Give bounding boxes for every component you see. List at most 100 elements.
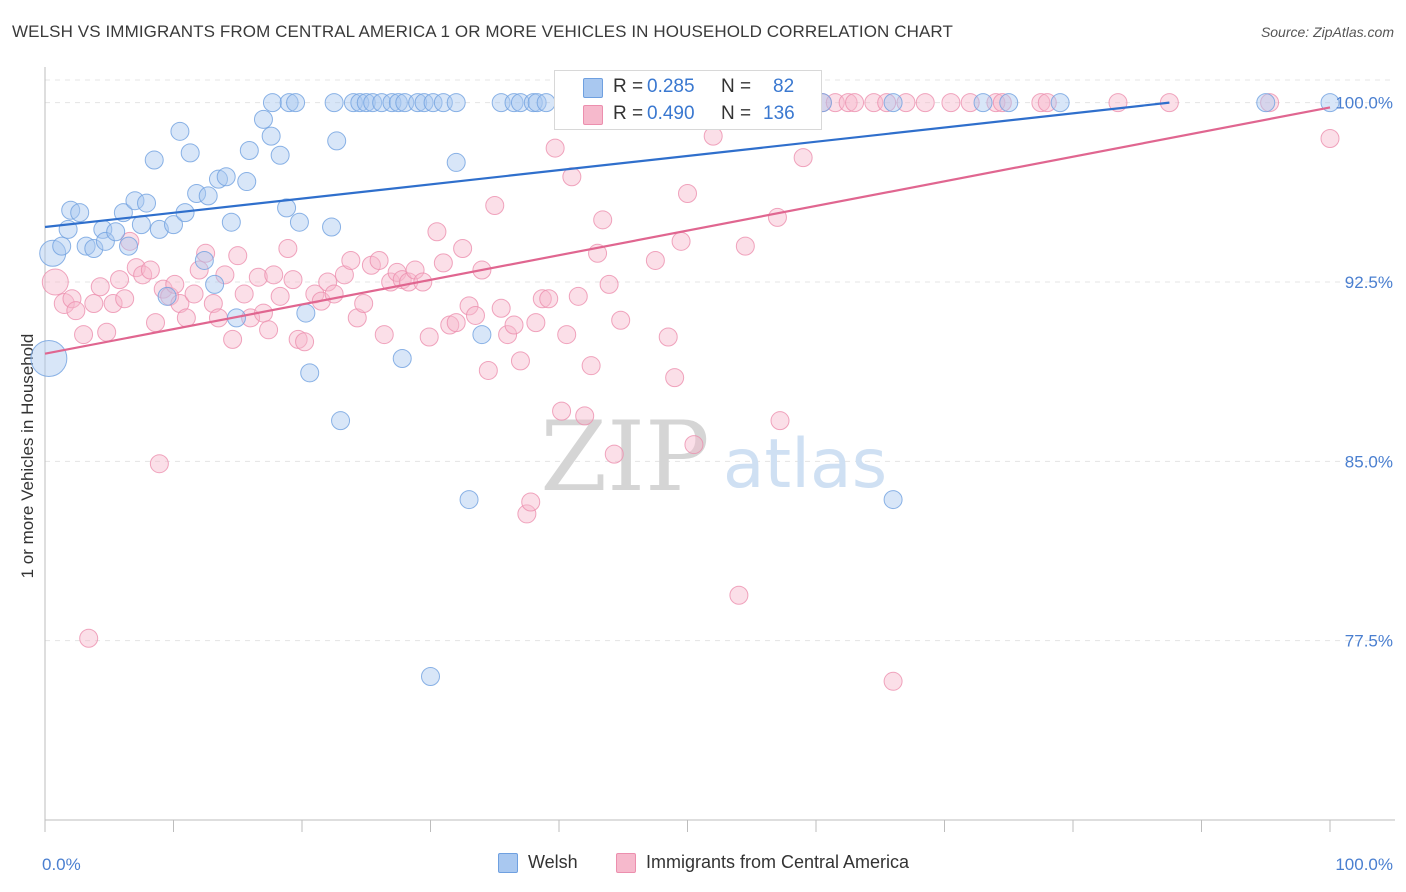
welsh-point — [106, 222, 126, 242]
y-tick-label: 85.0% — [1345, 452, 1393, 471]
immigrants-point — [684, 435, 704, 455]
welsh-point — [392, 349, 412, 369]
immigrants-point — [264, 265, 284, 285]
immigrants-point — [877, 93, 897, 113]
x-tick-label: 100.0% — [1335, 855, 1393, 874]
welsh-point — [253, 109, 273, 129]
welsh-point — [194, 250, 214, 270]
welsh-swatch — [498, 853, 518, 873]
immigrants-point — [539, 289, 559, 309]
welsh-point — [446, 152, 466, 172]
y-tick-label: 77.5% — [1345, 632, 1393, 651]
welsh-point — [372, 93, 392, 113]
immigrants-point — [485, 195, 505, 215]
immigrants-point — [374, 325, 394, 345]
immigrants-point — [498, 325, 518, 345]
welsh-point — [883, 93, 903, 113]
immigrants-point — [845, 93, 865, 113]
immigrants-point — [671, 231, 691, 251]
welsh-point — [137, 193, 157, 213]
welsh-point — [216, 167, 236, 187]
welsh-point — [459, 490, 479, 510]
welsh-point — [208, 169, 228, 189]
immigrants-point — [334, 265, 354, 285]
welsh-point — [388, 93, 408, 113]
immigrants-point — [770, 411, 790, 431]
immigrants-point — [604, 444, 624, 464]
welsh-point — [144, 150, 164, 170]
immigrants-point — [318, 272, 338, 292]
immigrants-point — [270, 286, 290, 306]
immigrants-point — [735, 236, 755, 256]
immigrants-point — [369, 250, 389, 270]
immigrants-point — [259, 320, 279, 340]
immigrants-point — [97, 322, 117, 342]
immigrants-point — [478, 360, 498, 380]
immigrants-point — [228, 246, 248, 266]
immigrants-point — [838, 93, 858, 113]
welsh-point — [262, 93, 282, 113]
immigrants-point — [941, 93, 961, 113]
immigrants-swatch — [616, 853, 636, 873]
welsh-point — [296, 303, 316, 323]
immigrants-point — [526, 313, 546, 333]
r-label: R = — [613, 76, 644, 97]
welsh-trend-line — [44, 101, 1170, 229]
immigrants-point — [459, 296, 479, 316]
immigrants-point — [341, 250, 361, 270]
n-value-welsh: 82 — [773, 76, 795, 97]
trend-lines — [44, 101, 1331, 355]
immigrants-point — [234, 284, 254, 304]
immigrants-point — [593, 210, 613, 230]
welsh-point — [261, 126, 281, 146]
welsh-point — [239, 140, 259, 160]
source-credit: Source: ZipAtlas.com — [1260, 24, 1394, 40]
immigrants-point — [491, 298, 511, 318]
watermark: ZIP atlas — [540, 401, 887, 513]
immigrants-point — [665, 368, 685, 388]
immigrants-point — [126, 258, 146, 278]
immigrants-point — [504, 315, 524, 335]
series-immigrants-points — [41, 93, 1340, 691]
welsh-point — [125, 191, 145, 211]
immigrants-point — [446, 313, 466, 333]
welsh-point — [170, 121, 190, 141]
immigrants-point — [84, 294, 104, 314]
welsh-point — [286, 93, 306, 113]
watermark-zip: ZIP — [540, 401, 709, 513]
immigrants-point — [189, 260, 209, 280]
welsh-point — [973, 93, 993, 113]
immigrants-point — [278, 239, 298, 259]
welsh-point — [180, 143, 200, 163]
immigrants-point — [545, 138, 565, 158]
welsh-point — [446, 93, 466, 113]
immigrants-point — [103, 294, 123, 314]
immigrants-point — [146, 313, 166, 333]
welsh-point — [1050, 93, 1070, 113]
welsh-point — [536, 93, 556, 113]
immigrants-point — [433, 253, 453, 273]
welsh-point — [322, 217, 342, 237]
y-tick-label: 100.0% — [1335, 94, 1393, 113]
welsh-point — [198, 186, 218, 206]
welsh-point — [157, 286, 177, 306]
welsh-point — [84, 239, 104, 259]
stats-row-immigrants: R = 0.490 N = 136 — [555, 101, 821, 127]
immigrants-point — [208, 308, 228, 328]
welsh-point — [1256, 93, 1276, 113]
immigrants-point — [176, 308, 196, 328]
welsh-point — [76, 236, 96, 256]
immigrants-point — [557, 325, 577, 345]
immigrants-point — [517, 504, 537, 524]
immigrants-point — [581, 356, 601, 376]
immigrants-point — [110, 270, 130, 290]
welsh-point — [331, 411, 351, 431]
welsh-point — [356, 93, 376, 113]
immigrants-point — [295, 332, 315, 352]
welsh-point — [324, 93, 344, 113]
immigrants-point — [599, 274, 619, 294]
welsh-point — [131, 215, 151, 235]
immigrants-point — [510, 351, 530, 371]
chart-title: WELSH VS IMMIGRANTS FROM CENTRAL AMERICA… — [12, 22, 953, 41]
immigrants-point — [552, 401, 572, 421]
